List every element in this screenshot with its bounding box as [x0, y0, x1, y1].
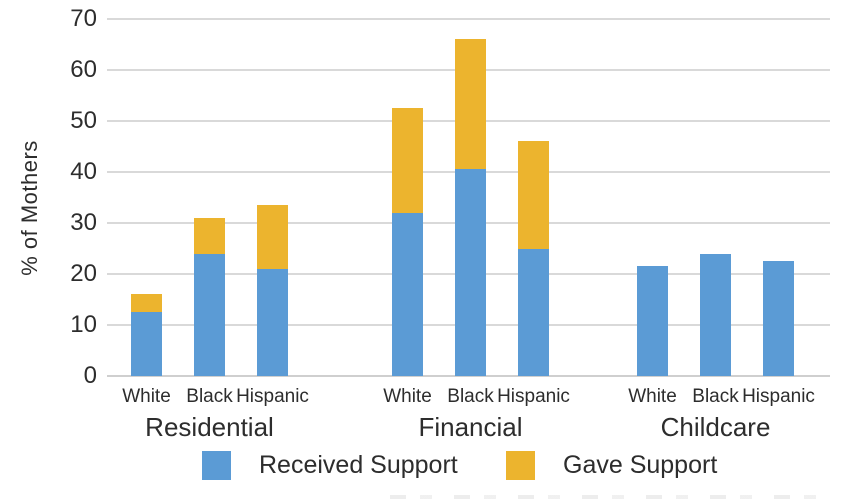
y-tick-label: 10 [70, 311, 97, 338]
bar-segment-received [455, 169, 486, 376]
category-label: Black [447, 386, 494, 407]
bar-segment-received [257, 268, 288, 376]
bar [637, 266, 668, 376]
category-label: Hispanic [236, 386, 309, 407]
bar [257, 205, 288, 376]
group-label: Residential [145, 412, 274, 442]
legend-swatch-gave-icon [506, 451, 535, 480]
plot-area: White Black Hispanic Residential White Black H… [107, 18, 830, 442]
bar-group: White Black Hispanic Financial [383, 19, 570, 442]
category-label: White [383, 386, 432, 407]
bar-segment-gave [455, 39, 486, 170]
cropped-caption-remnant [390, 495, 830, 499]
bar-segment-received [194, 253, 225, 376]
category-label: White [628, 386, 677, 407]
category-label: Hispanic [742, 386, 815, 407]
group-label: Childcare [660, 412, 771, 442]
bar [131, 294, 162, 376]
y-tick-label: 60 [70, 56, 97, 83]
gridline [107, 18, 830, 20]
bar [763, 261, 794, 376]
bar-segment-gave [392, 108, 423, 213]
group-label: Financial [418, 412, 523, 442]
y-tick-label: 30 [70, 209, 97, 236]
bar [194, 217, 225, 376]
legend-item-received: Received Support [202, 451, 458, 480]
bar [700, 253, 731, 376]
legend-label-received: Received Support [259, 451, 458, 479]
category-label: Hispanic [497, 386, 570, 407]
legend-item-gave: Gave Support [506, 451, 717, 480]
gridline [107, 375, 830, 377]
bar-segment-received [131, 312, 162, 376]
bar-group: White Black Hispanic Residential [122, 19, 309, 442]
bar-segment-gave [131, 294, 162, 313]
bar [455, 39, 486, 376]
bar [392, 108, 423, 376]
y-tick-label: 20 [70, 260, 97, 287]
y-tick-label: 70 [70, 5, 97, 32]
bar-segment-gave [518, 141, 549, 249]
bar [518, 141, 549, 376]
legend-swatch-received-icon [202, 451, 231, 480]
bar-segment-gave [257, 205, 288, 269]
category-label: Black [186, 386, 233, 407]
legend-label-gave: Gave Support [563, 451, 718, 479]
y-tick-label: 40 [70, 158, 97, 185]
y-tick-label: 50 [70, 107, 97, 134]
bar-segment-received [700, 253, 731, 376]
bar-segment-gave [194, 217, 225, 254]
bar-segment-received [518, 248, 549, 376]
bar-segment-received [763, 261, 794, 376]
bar-segment-received [392, 212, 423, 376]
bar-group: White Black Hispanic Childcare [628, 19, 815, 442]
category-label: Black [692, 386, 739, 407]
y-tick-label: 0 [83, 362, 97, 389]
bar-segment-received [637, 266, 668, 376]
category-label: White [122, 386, 171, 407]
